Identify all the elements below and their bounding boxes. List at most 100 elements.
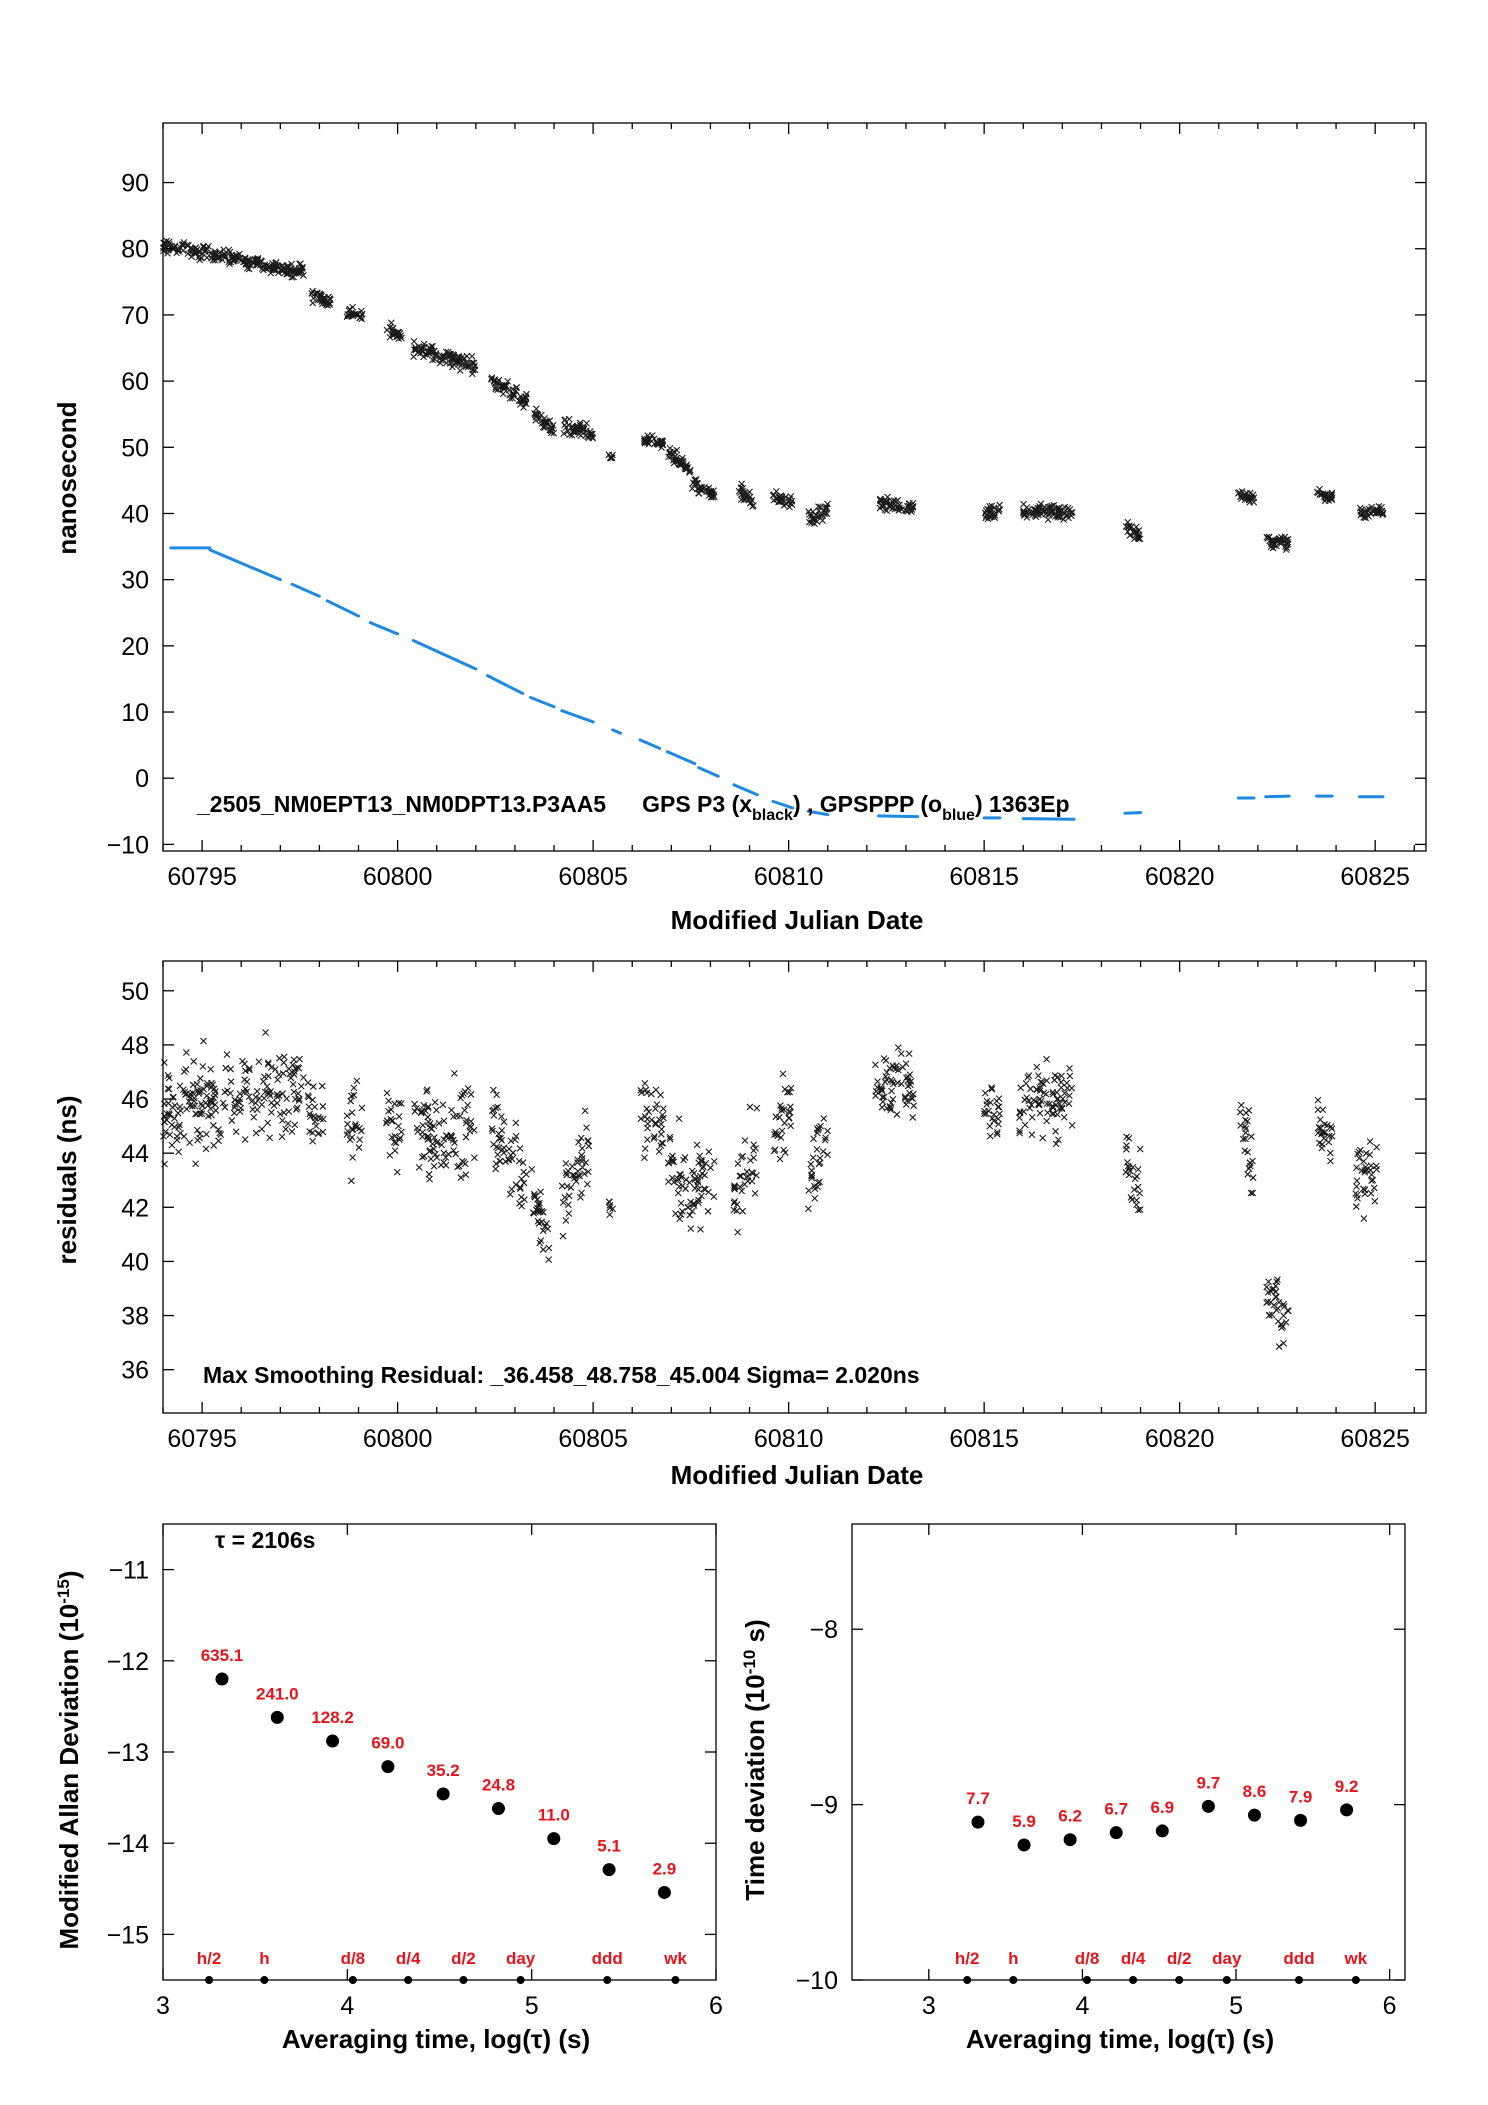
x-tick-label: 60825 bbox=[1340, 863, 1410, 891]
data-point bbox=[691, 1184, 699, 1192]
data-point bbox=[565, 415, 573, 423]
data-point bbox=[1371, 1197, 1379, 1205]
data-point bbox=[578, 1189, 585, 1197]
data-point bbox=[808, 1171, 815, 1179]
data-point bbox=[1354, 1195, 1361, 1202]
data-point bbox=[160, 1118, 168, 1126]
data-point bbox=[232, 251, 240, 259]
data-point bbox=[386, 333, 394, 341]
data-point bbox=[574, 422, 581, 430]
data-point bbox=[582, 1159, 590, 1167]
data-point bbox=[894, 1066, 902, 1074]
data-point bbox=[471, 366, 479, 374]
data-point bbox=[910, 1102, 918, 1110]
data-point bbox=[425, 1170, 433, 1178]
data-point bbox=[672, 1210, 679, 1217]
data-point bbox=[650, 1134, 658, 1142]
data-point bbox=[471, 1154, 478, 1162]
data-point bbox=[350, 1091, 358, 1099]
data-point bbox=[1043, 1117, 1051, 1125]
data-point bbox=[560, 430, 568, 437]
data-point bbox=[770, 1147, 778, 1155]
data-point bbox=[883, 1076, 891, 1084]
interval-label: d/4 bbox=[396, 1949, 421, 1968]
data-point bbox=[261, 1088, 269, 1096]
x-tick-label: 5 bbox=[1229, 1992, 1243, 2020]
data-point bbox=[304, 1079, 312, 1087]
data-point bbox=[269, 266, 277, 273]
data-point bbox=[983, 1097, 991, 1105]
data-point bbox=[1036, 1109, 1044, 1117]
data-point bbox=[813, 1145, 821, 1153]
data-point bbox=[1129, 1163, 1137, 1171]
data-point bbox=[562, 1217, 570, 1224]
data-point bbox=[1340, 1803, 1354, 1817]
data-point bbox=[888, 504, 896, 512]
data-point bbox=[1068, 1121, 1076, 1129]
y-tick-label: 20 bbox=[121, 633, 149, 661]
data-segment bbox=[877, 814, 920, 819]
data-point bbox=[464, 363, 472, 371]
allan-deviation-panel: 635.1 241.0 128.2 69.0 35.2 24.8 11.0 5.1 2.9 h/2… bbox=[54, 1523, 723, 2054]
data-point bbox=[606, 1211, 614, 1219]
data-point bbox=[518, 1175, 525, 1183]
data-point bbox=[804, 1205, 812, 1213]
data-point bbox=[750, 502, 757, 510]
data-point bbox=[1327, 1123, 1335, 1130]
data-point bbox=[413, 1104, 421, 1112]
data-point bbox=[271, 1066, 279, 1073]
data-point bbox=[462, 1119, 470, 1127]
data-point bbox=[740, 496, 748, 504]
data-point bbox=[1326, 1149, 1334, 1157]
data-point bbox=[1360, 1215, 1368, 1222]
data-point bbox=[981, 509, 989, 517]
data-point bbox=[462, 1133, 470, 1141]
ppp-subscript: blue bbox=[942, 807, 975, 824]
data-point bbox=[889, 1095, 897, 1103]
data-point bbox=[275, 1071, 283, 1079]
data-point bbox=[411, 1107, 419, 1115]
data-point bbox=[512, 387, 520, 395]
data-point bbox=[430, 1145, 438, 1153]
data-point bbox=[207, 1065, 215, 1073]
data-point bbox=[537, 1237, 545, 1244]
data-point bbox=[1063, 1079, 1071, 1087]
data-segment bbox=[611, 728, 622, 735]
data-point bbox=[200, 242, 207, 250]
data-point bbox=[1134, 1206, 1142, 1214]
data-segment bbox=[1264, 794, 1291, 799]
data-point bbox=[196, 1130, 204, 1138]
data-point bbox=[678, 1174, 685, 1181]
data-point bbox=[902, 1060, 910, 1067]
data-point bbox=[578, 1144, 586, 1152]
data-point bbox=[539, 1227, 547, 1235]
data-point bbox=[1051, 1072, 1059, 1079]
data-point bbox=[501, 385, 508, 393]
data-point bbox=[893, 1111, 901, 1118]
data-point bbox=[451, 1070, 458, 1077]
data-point bbox=[293, 1104, 301, 1112]
data-point bbox=[448, 1106, 455, 1114]
x-axis-label: Modified Julian Date bbox=[671, 905, 924, 935]
point-label: 8.6 bbox=[1243, 1782, 1267, 1801]
data-point bbox=[1328, 1125, 1336, 1133]
data-point bbox=[583, 419, 590, 427]
data-point bbox=[1136, 1189, 1144, 1197]
data-point bbox=[490, 1106, 498, 1114]
data-point bbox=[1126, 1167, 1134, 1175]
data-point bbox=[437, 354, 444, 361]
y-tick-label: 50 bbox=[121, 434, 149, 462]
data-point bbox=[986, 506, 994, 514]
data-point bbox=[780, 1146, 788, 1154]
data-point bbox=[280, 266, 288, 273]
data-point bbox=[872, 1092, 879, 1100]
y-tick-label: 36 bbox=[121, 1357, 149, 1385]
data-point bbox=[776, 1155, 784, 1163]
data-point bbox=[439, 1101, 447, 1109]
data-point bbox=[252, 1099, 260, 1107]
data-point bbox=[182, 1066, 190, 1073]
point-label: 5.9 bbox=[1012, 1812, 1036, 1831]
data-point bbox=[1242, 1109, 1250, 1117]
data-point bbox=[1134, 1165, 1142, 1173]
y-tick-label: 42 bbox=[121, 1194, 149, 1222]
